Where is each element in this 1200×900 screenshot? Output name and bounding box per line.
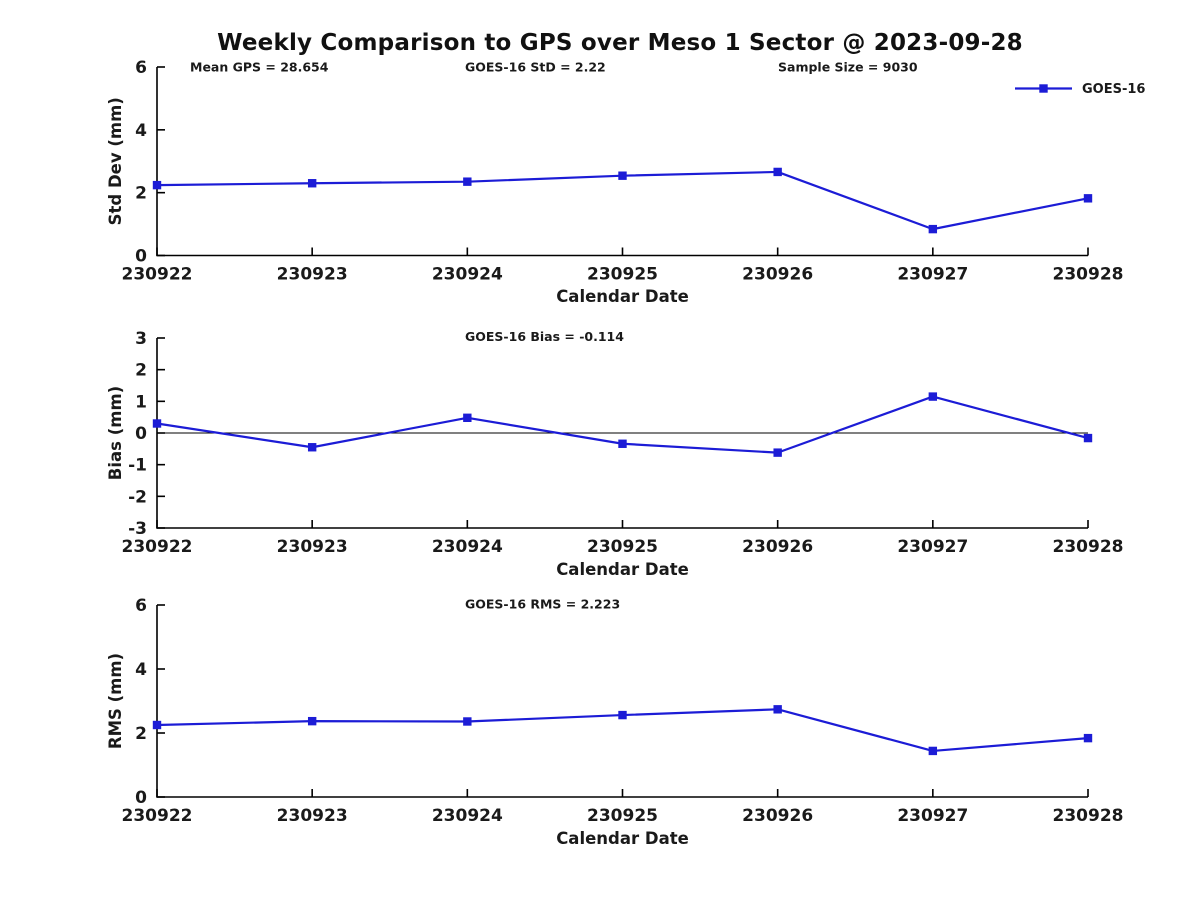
x-tick-label: 230924 (432, 265, 503, 285)
y-tick-label: 0 (135, 424, 147, 444)
y-tick-label: -3 (128, 519, 147, 539)
x-axis-label: Calendar Date (556, 560, 689, 579)
y-tick-label: 4 (135, 660, 147, 680)
x-tick-label: 230928 (1053, 537, 1124, 557)
stat-annotation: GOES-16 StD = 2.22 (465, 60, 606, 75)
axes-chart-1 (156, 67, 1088, 257)
stat-annotation: Sample Size = 9030 (778, 60, 918, 75)
figure-title: Weekly Comparison to GPS over Meso 1 Sec… (217, 30, 1023, 56)
data-point-marker (307, 716, 317, 726)
data-point-marker (1083, 733, 1093, 743)
data-point-marker (152, 180, 162, 190)
x-tick-label: 230927 (897, 806, 968, 826)
data-point-marker (773, 705, 782, 714)
x-tick-label: 230927 (897, 265, 968, 285)
y-tick-label: 6 (135, 58, 147, 78)
data-point-marker (928, 224, 938, 234)
y-tick-label: 4 (135, 121, 147, 141)
stat-annotation: Mean GPS = 28.654 (190, 60, 329, 75)
stat-annotation: GOES-16 Bias = -0.114 (465, 329, 624, 344)
data-point-marker (463, 717, 472, 726)
y-tick-label: 2 (135, 361, 147, 381)
data-point-marker (152, 720, 162, 730)
y-tick-label: 1 (135, 392, 147, 412)
data-point-marker (463, 177, 472, 186)
x-tick-label: 230925 (587, 806, 658, 826)
x-tick-label: 230924 (432, 806, 503, 826)
data-point-marker (1083, 194, 1093, 203)
data-point-marker (307, 179, 317, 188)
y-tick-label: 2 (135, 724, 147, 744)
y-tick-label: 0 (135, 247, 147, 267)
data-point-marker (928, 746, 938, 756)
x-axis-label: Calendar Date (556, 287, 689, 306)
data-point-marker (618, 439, 627, 448)
data-point-marker (307, 443, 317, 452)
x-tick-label: 230926 (742, 265, 813, 285)
x-tick-label: 230923 (277, 537, 348, 557)
data-point-marker (618, 171, 627, 180)
x-tick-label: 230922 (122, 537, 193, 557)
x-tick-label: 230925 (587, 537, 658, 557)
x-tick-label: 230926 (742, 806, 813, 826)
legend-marker-sample (1039, 84, 1048, 93)
data-point-marker (618, 710, 627, 720)
x-tick-label: 230928 (1053, 806, 1124, 826)
data-point-marker (152, 419, 162, 428)
y-axis-label: Bias (mm) (106, 386, 125, 480)
x-axis-label: Calendar Date (556, 829, 689, 848)
stat-annotation: GOES-16 RMS = 2.223 (465, 597, 620, 612)
x-tick-label: 230923 (277, 265, 348, 285)
x-tick-label: 230925 (587, 265, 658, 285)
legend-label: GOES-16 (1082, 82, 1145, 97)
y-tick-label: -2 (128, 487, 147, 507)
data-series-line (156, 170, 1089, 231)
axes-chart-3 (156, 605, 1088, 798)
data-point-marker (773, 167, 782, 177)
y-tick-label: 6 (135, 596, 147, 616)
x-tick-label: 230924 (432, 537, 503, 557)
x-tick-label: 230927 (897, 537, 968, 557)
data-point-marker (463, 413, 472, 422)
y-tick-label: -1 (128, 456, 147, 476)
x-tick-label: 230923 (277, 806, 348, 826)
y-tick-label: 3 (135, 329, 147, 349)
data-point-marker (1083, 433, 1093, 443)
y-axis-label: RMS (mm) (106, 653, 125, 749)
data-point-marker (773, 448, 782, 457)
x-tick-label: 230922 (122, 806, 193, 826)
data-point-marker (928, 392, 938, 401)
x-tick-label: 230928 (1053, 265, 1124, 285)
y-axis-label: Std Dev (mm) (106, 97, 125, 225)
x-tick-label: 230926 (742, 537, 813, 557)
y-tick-label: 2 (135, 184, 147, 204)
y-tick-label: 0 (135, 788, 147, 808)
x-tick-label: 230922 (122, 265, 193, 285)
